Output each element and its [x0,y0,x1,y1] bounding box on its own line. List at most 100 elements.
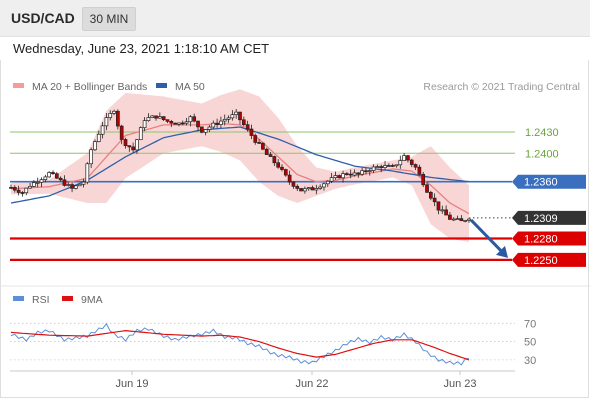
candle-body [421,174,426,186]
rsi-legend-swatch [13,296,24,301]
candle-body [306,187,311,190]
ma50-legend-swatch [156,83,167,88]
candle-body [230,114,235,119]
candle-body [104,117,109,127]
candle-body [119,125,124,140]
level-label: 1.2360 [524,177,558,189]
level-tags-layer: 1.2430 1.2400 1.2360 1.2309 1.2280 1.2250 [469,127,586,267]
candle-body [161,116,166,121]
candle-body [318,186,322,189]
candle-body [283,169,288,176]
candle-body [394,164,399,167]
candle-body [9,187,13,189]
candle-body [463,220,468,222]
candle-body [455,218,460,220]
candle-body [467,218,471,221]
candle-body [35,181,40,184]
candle-body [47,172,52,178]
level-label: 1.2400 [525,148,559,160]
level-label: 1.2250 [524,255,558,267]
candle-body [96,133,101,143]
level-tag [512,174,586,189]
candle-body [257,142,261,144]
copyright-label: Research © 2021 Trading Central [423,81,580,93]
candle-body [253,135,258,143]
candle-body [406,155,410,161]
candle-body [93,141,97,151]
candle-body [352,172,357,176]
candle-body [165,119,170,122]
symbol-title: USD/CAD [11,10,75,26]
candle-body [371,166,376,171]
candle-body [409,159,414,165]
rsi-ma-line [10,329,470,361]
candle-body [280,166,284,170]
candle-body [135,139,139,151]
level-label: 1.2280 [524,234,558,246]
candle-body [54,173,59,179]
candle-body [234,111,239,115]
candle-body [367,170,372,172]
timeframe-button[interactable]: 30 MIN [82,7,136,31]
candle-body [207,126,212,130]
candlestick-layer [9,108,471,223]
candle-body [173,122,177,125]
level-tag [512,252,586,267]
candle-body [241,119,246,125]
candle-body [127,145,132,148]
candle-body [12,187,17,191]
candle-body [100,125,105,135]
candle-body [314,188,319,191]
candle-body [39,179,44,183]
candle-body [70,184,74,189]
candle-body [188,116,193,123]
candle-body [383,165,387,168]
candle-body [196,120,200,128]
candle-body [425,184,429,193]
projection-arrow [469,218,505,254]
candle-body [444,209,448,216]
projection-arrowhead [496,245,508,258]
price-levels-layer [10,131,515,261]
candle-body [268,154,273,157]
candle-body [390,165,395,167]
candle-body [146,117,151,122]
candle-body [329,177,334,182]
candle-body [62,179,67,186]
level-tag [512,210,586,225]
candle-body [81,181,86,185]
candle-body [356,172,361,175]
candle-body [264,148,269,155]
candle-body [387,165,391,167]
candle-body [261,142,265,150]
rsi-tick-label: 70 [524,318,536,330]
candle-body [32,182,36,187]
candle-body [325,180,330,185]
rsi-tick-label: 50 [524,337,536,349]
ma20-legend-label: MA 20 + Bollinger Bands [32,81,147,93]
candle-body [24,187,29,194]
x-tick-label: Jun 19 [115,378,148,390]
candle-body [238,111,242,121]
candle-body [413,164,418,168]
candle-body [28,186,32,189]
candle-body [272,156,277,164]
candle-body [180,122,185,125]
candle-body [116,110,120,127]
candle-body [58,177,63,181]
level-tag [512,231,586,246]
candle-body [459,218,464,222]
rsi-tick-label: 30 [524,355,536,367]
candle-body [364,170,368,173]
candle-body [169,121,174,124]
candle-body [299,188,303,192]
candle-body [222,119,227,122]
candle-body [177,122,181,125]
candle-body [379,166,384,168]
candle-body [303,188,307,192]
candle-body [245,124,250,130]
candle-body [154,115,158,119]
rsi-ma-legend-label: 9MA [81,294,103,306]
